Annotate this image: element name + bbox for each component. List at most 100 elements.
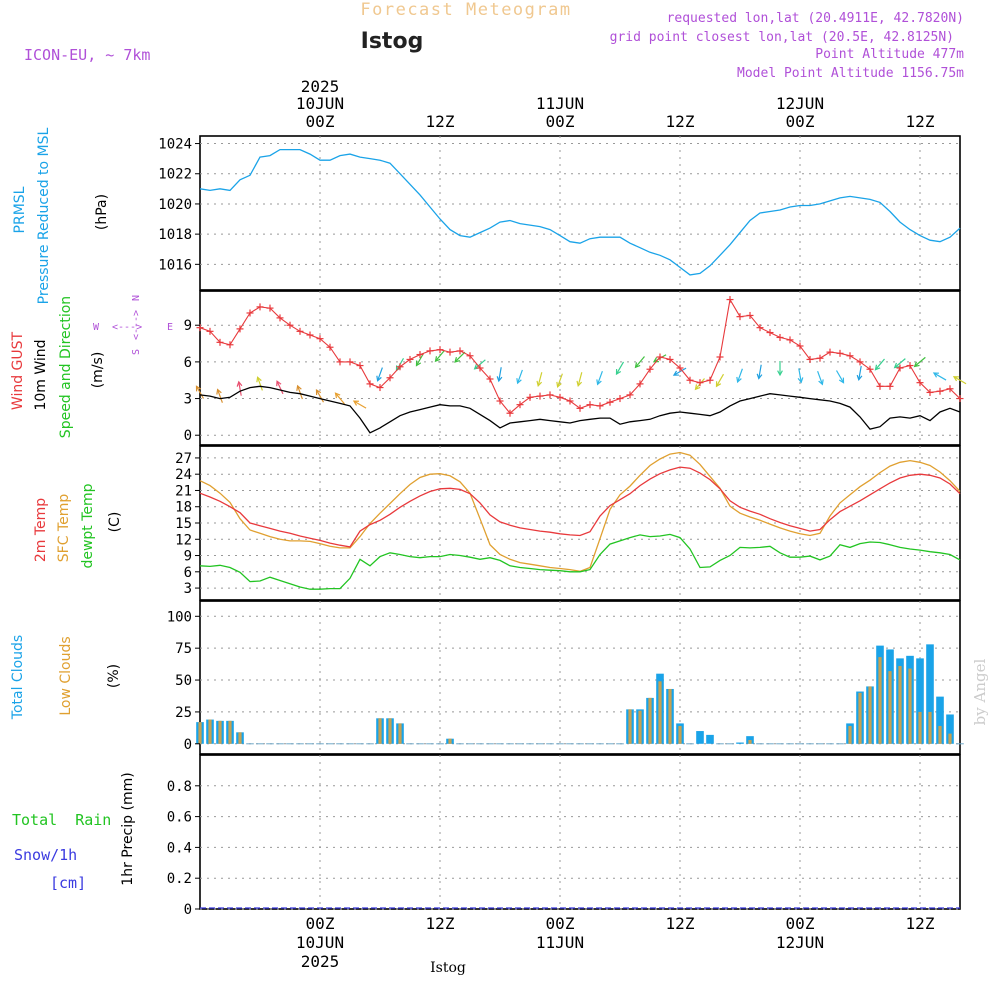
gust-marker <box>516 401 524 409</box>
wind-arrow-head <box>797 377 804 384</box>
wind-arrow-head <box>736 376 742 384</box>
gust-marker <box>676 364 684 372</box>
top-axis-year: 2025 <box>301 77 340 96</box>
gust-marker <box>776 333 784 341</box>
gust-marker <box>916 379 924 387</box>
gust-marker <box>826 348 834 356</box>
wind-direction-arrow <box>952 376 967 385</box>
wind-arrow-shaft <box>238 381 242 396</box>
wind-arrow-shaft <box>715 373 725 387</box>
wind-arrow-shaft <box>953 376 967 385</box>
wind-arrow-head <box>415 360 422 367</box>
panel-frame-4 <box>199 754 961 910</box>
wind-arrow-head <box>315 388 322 396</box>
gust-marker <box>476 364 484 372</box>
ytick-label: 6 <box>184 355 192 371</box>
ytick-label: 9 <box>184 318 192 334</box>
wind-arrow-head <box>715 381 722 388</box>
wind-arrow-shaft <box>615 361 625 375</box>
ytick-label: 3 <box>184 392 192 408</box>
gust-marker <box>576 404 584 412</box>
low-cloud-bar <box>868 686 872 744</box>
wind-arrow-head <box>236 380 243 387</box>
wind-arrow-shaft <box>597 370 603 385</box>
top-axis-hour: 12Z <box>906 112 935 131</box>
compass-arrows-h: <---> <box>112 322 142 333</box>
wind-direction-arrow <box>874 358 885 371</box>
gust-marker <box>206 327 214 335</box>
low-cloud-bar <box>858 692 862 744</box>
panel-frame-0 <box>199 135 961 291</box>
wind-arrow-shaft <box>817 370 823 385</box>
wind-direction-arrow <box>736 368 743 384</box>
gust-marker <box>396 363 404 371</box>
ytick-label: 0 <box>184 428 192 444</box>
ytick-label: 0 <box>184 737 192 753</box>
gust-marker <box>426 347 434 355</box>
ytick-label: 50 <box>175 673 192 689</box>
bottom-axis-hour: 00Z <box>546 914 575 933</box>
top-axis-date: 12JUN <box>776 94 824 113</box>
temp-2m-line <box>199 466 961 548</box>
wind-arrow-shaft <box>435 350 445 362</box>
wind-direction-arrow <box>454 351 466 363</box>
wind-arrow-head <box>694 384 701 391</box>
low-cloud-bar <box>218 720 222 744</box>
gust-marker <box>736 313 744 321</box>
ytick-label: 0.4 <box>167 840 192 856</box>
wind-arrow-shaft <box>517 369 523 384</box>
wind-arrow-head <box>596 379 602 386</box>
low-cloud-bar <box>638 710 642 744</box>
total-cloud-bar <box>946 714 954 744</box>
low-cloud-bar <box>648 697 652 744</box>
top-axis-hour: 12Z <box>426 112 455 131</box>
ytick-label: 1018 <box>158 227 192 243</box>
clouds-ylabel-low: Low Clouds <box>58 636 74 715</box>
ytick-label: 6 <box>184 565 192 581</box>
low-cloud-bar <box>888 671 892 744</box>
gust-marker <box>486 375 494 383</box>
ytick-label: 1024 <box>158 137 192 153</box>
ytick-label: 21 <box>175 483 192 499</box>
pressure-ylabel-2: Pressure Reduced to MSL <box>36 127 52 304</box>
gust-marker <box>766 329 774 337</box>
gust-marker <box>846 352 854 360</box>
low-cloud-bar <box>448 738 452 744</box>
gust-marker <box>656 353 664 361</box>
bottom-axis-hour: 12Z <box>906 914 935 933</box>
wind-arrow-shaft <box>315 389 325 403</box>
gust-marker <box>806 355 814 363</box>
gust-marker <box>376 384 384 392</box>
gust-marker <box>316 335 324 343</box>
ytick-label: 27 <box>175 451 192 467</box>
temp-ylabel-dewpt: dewpt Temp <box>80 483 96 568</box>
gust-marker <box>456 347 464 355</box>
wind-arrow-shaft <box>415 353 425 366</box>
wind-direction-arrow <box>615 361 625 376</box>
ytick-label: 1016 <box>158 257 192 273</box>
wind-direction-arrow <box>296 384 303 400</box>
top-axis-hour: 12Z <box>666 112 695 131</box>
data-layer <box>195 148 967 909</box>
wind-arrow-shaft <box>353 400 367 409</box>
wind-arrow-shaft <box>875 358 885 371</box>
wind-arrow-head <box>893 362 900 369</box>
compass-rose: N <---> S W <---> E <box>93 295 173 355</box>
wind-direction-arrow <box>835 370 845 384</box>
wind-arrow-shaft <box>257 377 263 391</box>
ytick-label: 0.6 <box>167 810 192 826</box>
sfc-temp-line <box>199 451 961 572</box>
top-axis-hour: 00Z <box>546 112 575 131</box>
wind-ylabel-dir: Speed and Direction <box>58 296 74 438</box>
wind-gust-line <box>199 298 961 414</box>
low-cloud-bar <box>878 657 882 744</box>
low-cloud-bar <box>748 739 752 744</box>
wind-arrow-head <box>376 375 382 382</box>
low-cloud-bar <box>378 718 382 744</box>
total-cloud-bar <box>926 644 934 744</box>
gust-marker <box>596 402 604 410</box>
wind-arrow-shaft <box>758 364 762 379</box>
watermark: by Angel <box>971 658 989 725</box>
wind-arrow-shaft <box>276 380 284 395</box>
wind-direction-arrow <box>315 388 325 403</box>
